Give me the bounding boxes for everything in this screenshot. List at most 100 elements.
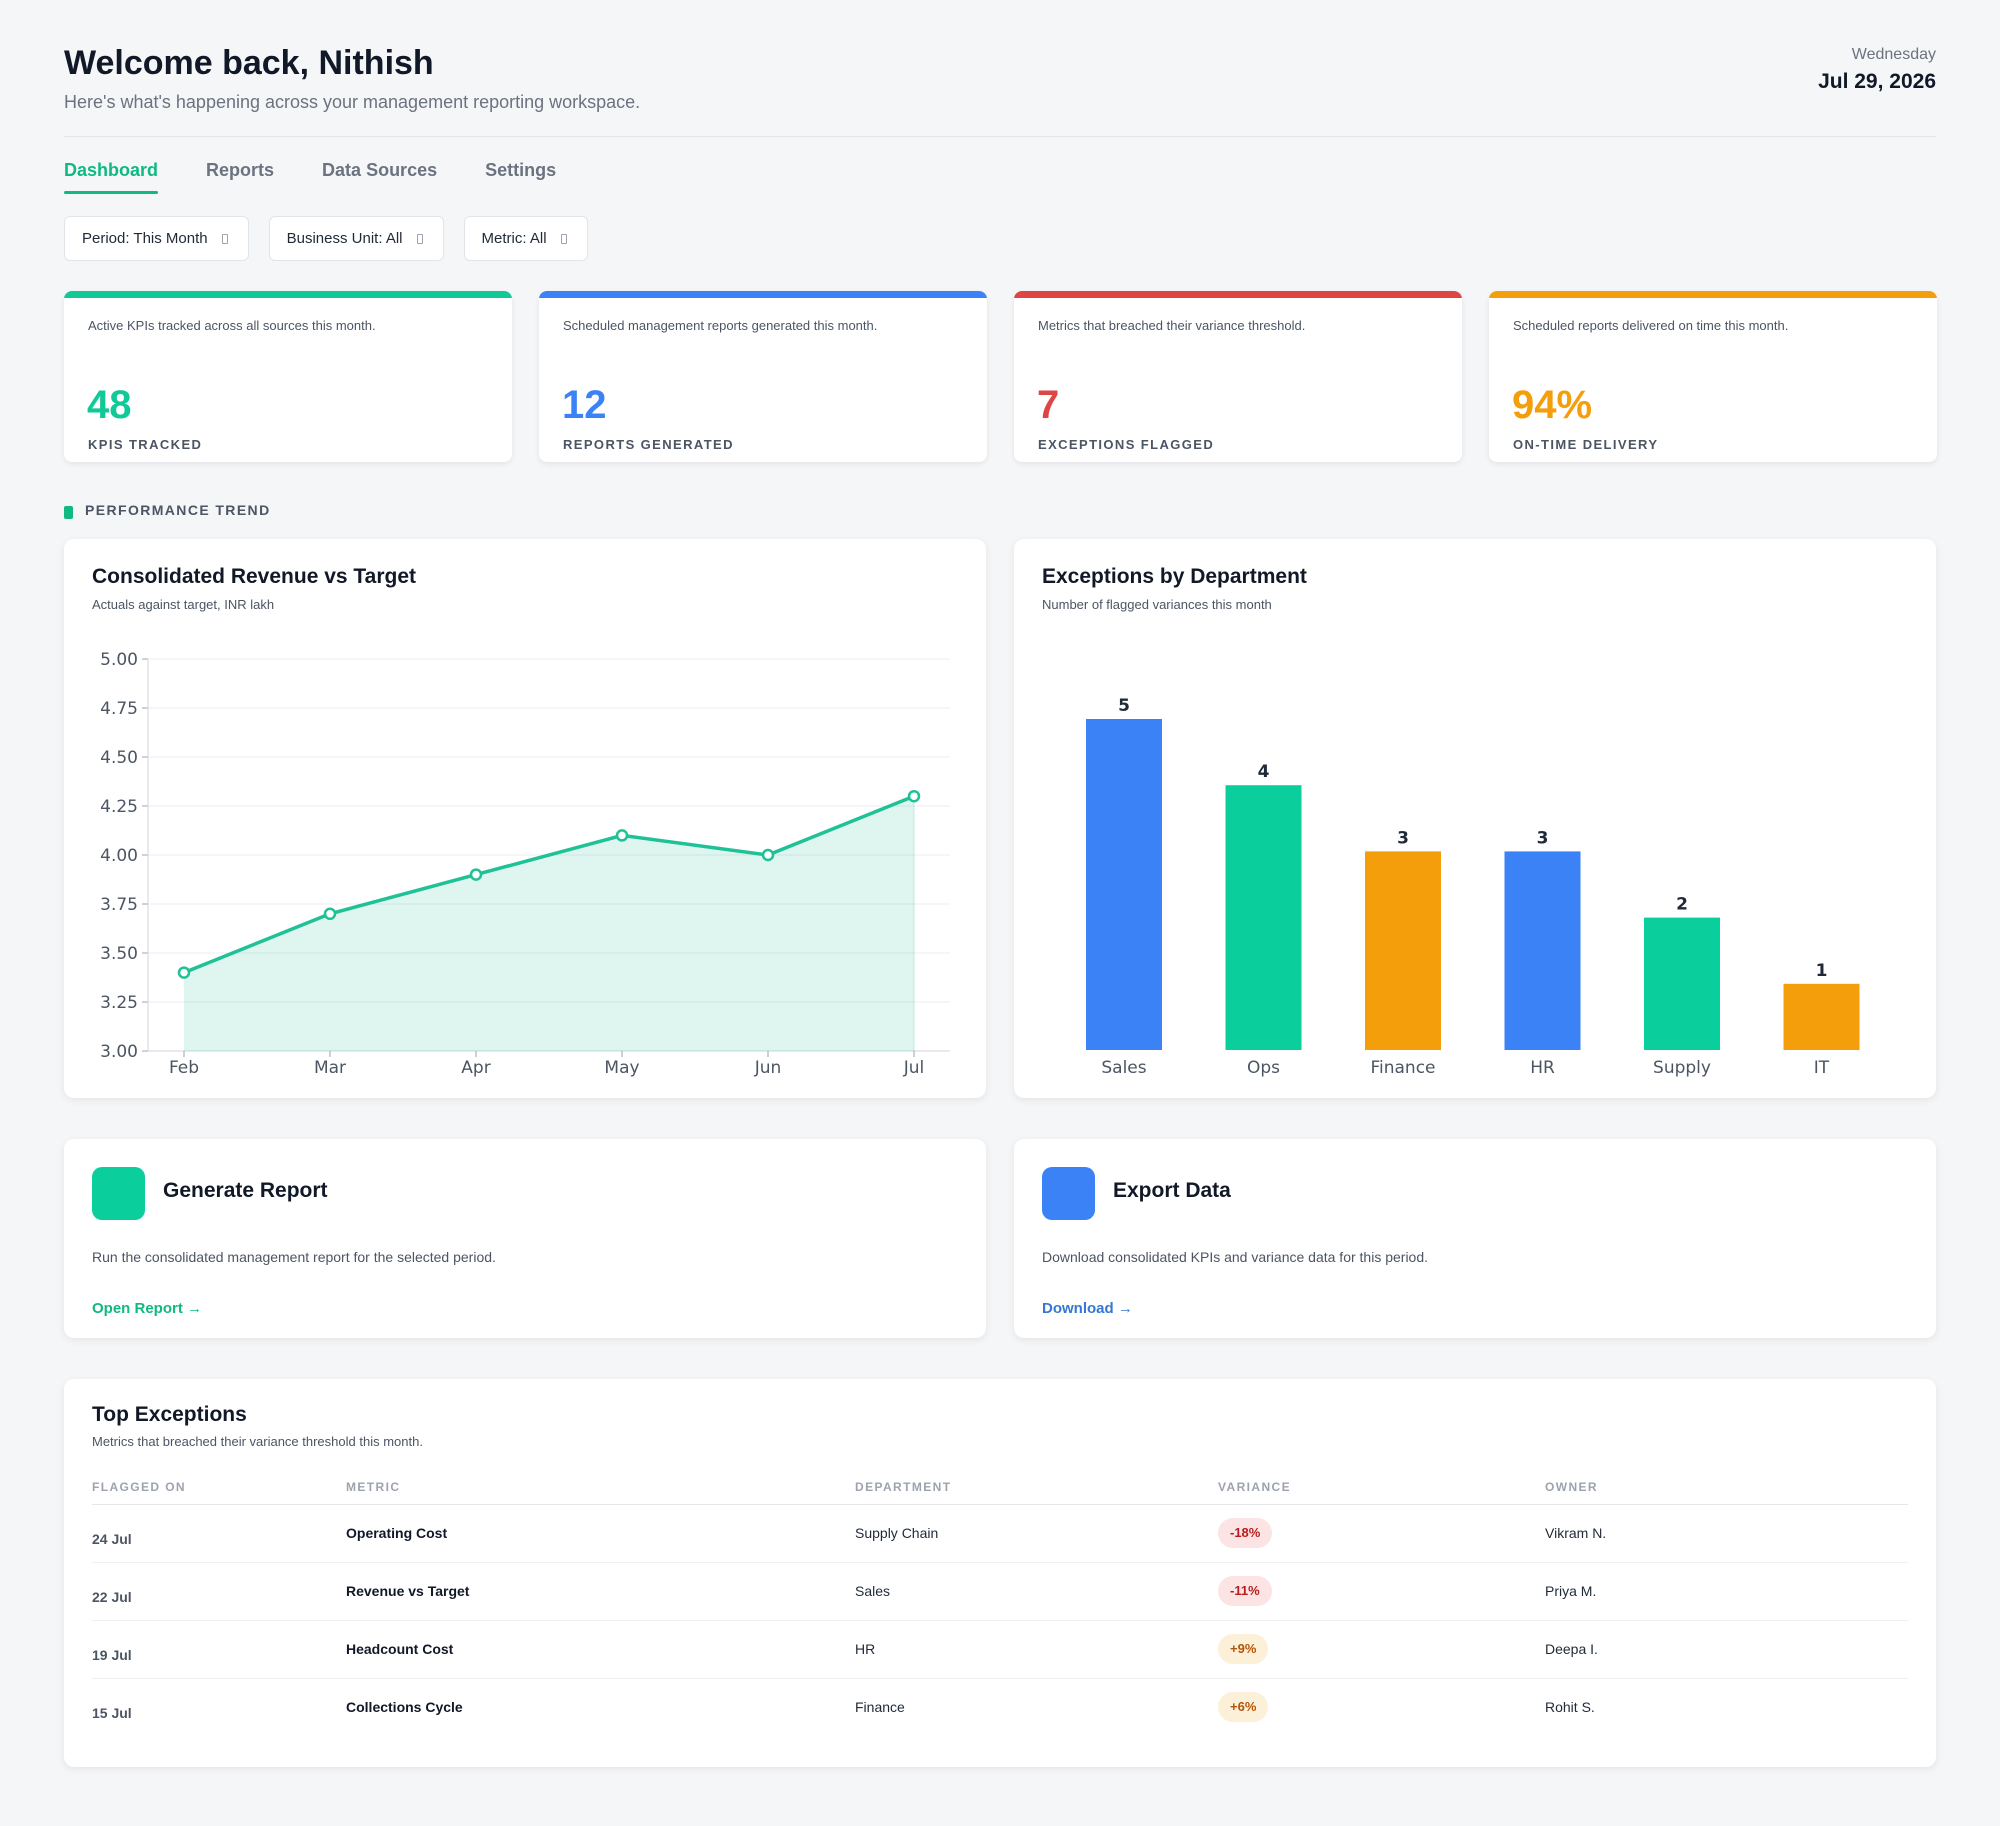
metric-filter[interactable]: Metric: All xyxy=(463,216,588,261)
y-tick-label: 3.00 xyxy=(100,1042,138,1062)
owner-cell: Vikram N. xyxy=(1545,1525,1607,1541)
variance-badge: +6% xyxy=(1218,1692,1269,1722)
x-tick-label: Jun xyxy=(754,1058,782,1078)
y-tick-label: 4.75 xyxy=(100,699,138,719)
open-report-link[interactable]: Open Report → xyxy=(92,1300,203,1317)
table-row[interactable]: 15 Jul Collections Cycle Finance +6% Roh… xyxy=(92,1679,1908,1737)
metric-filter-label: Metric: All xyxy=(481,230,547,247)
department-cell: Finance xyxy=(855,1699,905,1715)
bar-value-label: 4 xyxy=(1258,762,1270,782)
x-tick-label: IT xyxy=(1814,1058,1830,1078)
action-title: Export Data xyxy=(1113,1179,1231,1202)
chevron-down-icon xyxy=(221,233,228,244)
period-filter-label: Period: This Month xyxy=(82,230,208,247)
kpi-label: ON-TIME DELIVERY xyxy=(1513,437,1659,452)
export-icon xyxy=(1042,1167,1095,1220)
kpi-description: Scheduled management reports generated t… xyxy=(563,318,878,333)
column-header-metric: METRIC xyxy=(346,1480,401,1494)
table-header: FLAGGED ON METRIC DEPARTMENT VARIANCE OW… xyxy=(92,1465,1908,1505)
bar-value-label: 1 xyxy=(1816,961,1828,981)
metric-cell: Operating Cost xyxy=(346,1525,448,1541)
page-subtitle: Here's what's happening across your mana… xyxy=(64,92,641,112)
exceptions-chart-card: Exceptions by Department Number of flagg… xyxy=(1014,539,1936,1098)
bar-supply xyxy=(1644,917,1720,1050)
data-point xyxy=(469,868,483,881)
metric-cell: Collections Cycle xyxy=(346,1699,463,1715)
x-tick-label: Ops xyxy=(1247,1058,1280,1078)
kpi-description: Metrics that breached their variance thr… xyxy=(1038,318,1306,333)
action-description: Download consolidated KPIs and variance … xyxy=(1042,1249,1429,1265)
revenue-chart-card: Consolidated Revenue vs Target Actuals a… xyxy=(64,539,986,1098)
column-header-owner: OWNER xyxy=(1545,1480,1598,1494)
kpi-card-kpis-tracked: Active KPIs tracked across all sources t… xyxy=(64,291,512,462)
kpi-card-exceptions-flagged: Metrics that breached their variance thr… xyxy=(1014,291,1462,462)
exceptions-bar-chart: 5 Sales 4 Ops 3 Finance 3 HR 2 Supply 1 IT xyxy=(1086,696,1860,1078)
owner-cell: Priya M. xyxy=(1545,1583,1597,1599)
kpi-description: Active KPIs tracked across all sources t… xyxy=(88,318,376,333)
variance-badge: -11% xyxy=(1218,1576,1272,1606)
kpi-accent-bar xyxy=(539,291,987,298)
bar-value-label: 5 xyxy=(1118,696,1130,716)
section-marker xyxy=(64,506,73,519)
variance-badge: -18% xyxy=(1218,1518,1273,1548)
dashboard-page: Welcome back, Nithish Here's what's happ… xyxy=(64,0,1937,1767)
kpi-value: 7 xyxy=(1037,383,1060,427)
metric-cell: Headcount Cost xyxy=(346,1641,454,1657)
page-title: Welcome back, Nithish xyxy=(64,44,434,82)
action-title: Generate Report xyxy=(163,1179,328,1202)
flagged-on-cell: 22 Jul xyxy=(92,1589,132,1605)
tab-settings[interactable]: Settings xyxy=(485,160,557,180)
period-filter[interactable]: Period: This Month xyxy=(64,216,249,261)
chart-subtitle: Actuals against target, INR lakh xyxy=(92,597,275,612)
column-header-flagged-on: FLAGGED ON xyxy=(92,1480,186,1494)
revenue-line-chart: 3.00 3.25 3.50 3.75 4.00 4.25 4.50 4.75 5.00 Feb M… xyxy=(100,650,950,1078)
table-row[interactable]: 22 Jul Revenue vs Target Sales -11% Priy… xyxy=(92,1563,1908,1621)
department-cell: HR xyxy=(855,1641,876,1657)
business-unit-filter[interactable]: Business Unit: All xyxy=(268,216,444,261)
kpi-accent-bar xyxy=(1014,291,1462,298)
y-tick-label: 3.25 xyxy=(100,993,138,1013)
table-title: Top Exceptions xyxy=(92,1403,247,1426)
x-tick-label: May xyxy=(604,1058,639,1078)
department-cell: Supply Chain xyxy=(855,1525,939,1541)
chart-title: Consolidated Revenue vs Target xyxy=(92,565,417,588)
download-link[interactable]: Download → xyxy=(1042,1300,1133,1317)
kpi-label: KPIS TRACKED xyxy=(88,437,203,452)
table-subtitle: Metrics that breached their variance thr… xyxy=(92,1434,423,1449)
export-data-card[interactable]: Export Data Download consolidated KPIs a… xyxy=(1014,1139,1936,1338)
table-row[interactable]: 19 Jul Headcount Cost HR +9% Deepa I. xyxy=(92,1621,1908,1679)
tab-data-sources[interactable]: Data Sources xyxy=(322,160,438,180)
chart-subtitle: Number of flagged variances this month xyxy=(1042,597,1272,612)
bar-it xyxy=(1783,983,1860,1050)
data-point xyxy=(615,829,629,842)
y-tick-label: 3.50 xyxy=(100,944,138,964)
owner-cell: Deepa I. xyxy=(1545,1641,1598,1657)
variance-badge: +9% xyxy=(1218,1634,1269,1664)
tab-bar: Dashboard Reports Data Sources Settings xyxy=(64,160,604,194)
kpi-card-on-time-delivery: Scheduled reports delivered on time this… xyxy=(1489,291,1937,462)
tab-dashboard[interactable]: Dashboard xyxy=(64,160,159,194)
section-title: PERFORMANCE TREND xyxy=(85,501,271,518)
data-point xyxy=(907,789,921,803)
chart-title: Exceptions by Department xyxy=(1042,565,1307,588)
flagged-on-cell: 24 Jul xyxy=(92,1531,132,1547)
flagged-on-cell: 15 Jul xyxy=(92,1705,132,1721)
bar-sales xyxy=(1086,719,1162,1050)
bar-value-label: 2 xyxy=(1676,895,1688,915)
table-row[interactable]: 24 Jul Operating Cost Supply Chain -18% … xyxy=(92,1505,1908,1563)
x-tick-label: Jul xyxy=(903,1058,925,1078)
generate-report-card[interactable]: Generate Report Run the consolidated man… xyxy=(64,1139,986,1338)
date-display: Wednesday Jul 29, 2026 xyxy=(1818,46,1936,94)
kpi-description: Scheduled reports delivered on time this… xyxy=(1513,318,1789,333)
top-exceptions-card: Top Exceptions Metrics that breached the… xyxy=(64,1379,1936,1767)
kpi-row: Active KPIs tracked across all sources t… xyxy=(64,291,1937,462)
tab-reports[interactable]: Reports xyxy=(206,160,275,180)
page-header: Welcome back, Nithish Here's what's happ… xyxy=(64,0,1936,137)
metric-cell: Revenue vs Target xyxy=(346,1583,470,1599)
revenue-area xyxy=(184,796,914,1051)
y-tick-label: 4.00 xyxy=(100,846,138,866)
y-tick-label: 4.25 xyxy=(100,797,138,817)
data-point xyxy=(761,848,775,862)
x-tick-label: Apr xyxy=(461,1058,490,1078)
department-cell: Sales xyxy=(855,1583,891,1599)
